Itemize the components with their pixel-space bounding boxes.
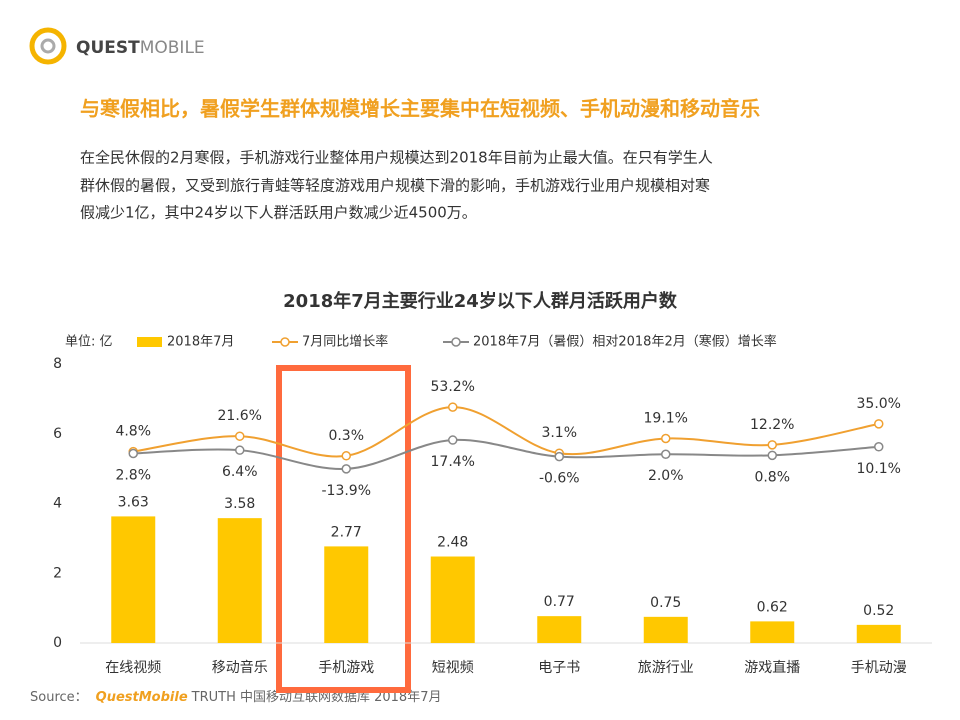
- data-label: 3.1%: [541, 425, 577, 441]
- logo: QUESTMOBILE: [76, 38, 205, 58]
- line-marker: [767, 450, 777, 461]
- y-tick-label: 2: [53, 565, 62, 581]
- bar: [111, 516, 156, 643]
- data-label: -13.9%: [321, 483, 371, 499]
- x-tick-label: 旅游行业: [638, 660, 694, 676]
- paragraph-line: 假减少1亿，其中24岁以下人群活跃用户数减少近4500万。: [80, 204, 477, 222]
- x-tick-label: 游戏直播: [744, 659, 800, 676]
- line: [133, 438, 879, 470]
- data-label: 2.8%: [115, 468, 151, 484]
- data-label: 53.2%: [431, 379, 475, 395]
- data-label: -0.6%: [539, 471, 580, 487]
- line-marker: [341, 451, 351, 461]
- data-label: 0.8%: [754, 469, 790, 485]
- data-label: 3.63: [118, 494, 149, 510]
- line-marker: [874, 442, 884, 452]
- legend-label: 2018年7月（暑假）相对2018年2月（寒假）增长率: [473, 334, 777, 350]
- bar: [324, 546, 369, 643]
- line-marker: [767, 440, 777, 450]
- data-label: 2.0%: [648, 468, 684, 484]
- bar: [750, 621, 795, 643]
- y-tick-label: 8: [53, 356, 62, 372]
- legend-label: 7月同比增长率: [302, 334, 388, 350]
- y-tick-label: 0: [53, 635, 62, 651]
- bar: [643, 616, 688, 643]
- logo-ring: [29, 27, 67, 65]
- legend-marker: [451, 337, 461, 347]
- data-label: 35.0%: [857, 396, 901, 412]
- line-marker: [128, 448, 138, 459]
- headline: 与寒假相比，暑假学生群体规模增长主要集中在短视频、手机动漫和移动音乐: [80, 97, 760, 121]
- data-label: 12.2%: [750, 417, 794, 433]
- line-marker: [448, 402, 458, 412]
- bar: [217, 518, 262, 643]
- legend-label: 2018年7月: [167, 335, 234, 350]
- y-tick-label: 4: [53, 496, 62, 512]
- data-label: 4.8%: [115, 424, 151, 440]
- x-tick-label: 在线视频: [105, 660, 161, 676]
- bar: [430, 556, 475, 643]
- x-tick-label: 手机游戏: [318, 660, 374, 676]
- y-tick-label: 6: [53, 426, 62, 442]
- x-tick-label: 移动音乐: [212, 659, 268, 676]
- line-marker: [661, 449, 671, 459]
- line-marker: [661, 433, 671, 444]
- data-label: 0.75: [650, 595, 681, 611]
- line-marker: [448, 435, 458, 445]
- data-label: 0.3%: [328, 428, 364, 444]
- data-label: 19.1%: [644, 410, 688, 426]
- legend-marker: [280, 337, 290, 347]
- highlight-box: [276, 365, 411, 693]
- data-label: 17.4%: [431, 454, 475, 470]
- source-prefix: Source：: [30, 690, 88, 705]
- logo-dot: [40, 38, 56, 54]
- line-marker: [341, 464, 351, 474]
- bar: [856, 624, 901, 643]
- paragraph-line: 在全民休假的2月寒假，手机游戏行业整体用户规模达到2018年目前为止最大值。在只…: [80, 149, 713, 167]
- data-label: 0.77: [544, 594, 575, 610]
- x-tick-label: 短视频: [432, 660, 474, 676]
- data-label: 21.6%: [218, 408, 262, 424]
- y-axis-label: 单位: 亿: [65, 335, 113, 350]
- paragraph-line: 群休假的暑假，又受到旅行青蛙等轻度游戏用户规模下滑的影响，手机游戏行业用户规模相…: [80, 177, 710, 195]
- data-label: 6.4%: [222, 464, 258, 480]
- x-tick-label: 电子书: [538, 660, 580, 676]
- chart-title: 2018年7月主要行业24岁以下人群月活跃用户数: [283, 290, 678, 312]
- bar: [537, 616, 582, 643]
- x-tick-label: 手机动漫: [851, 660, 907, 676]
- source-brand: QuestMobile: [96, 690, 188, 705]
- logo-light: MOBILE: [140, 38, 205, 58]
- line-marker: [874, 419, 884, 429]
- data-label: 0.52: [863, 603, 894, 619]
- line-marker: [235, 445, 245, 455]
- data-label: 3.58: [224, 496, 255, 512]
- legend-swatch: [137, 337, 162, 347]
- data-label: 10.1%: [857, 461, 901, 477]
- data-label: 2.48: [437, 535, 468, 551]
- logo-bold: QUEST: [76, 38, 140, 58]
- line-marker: [554, 451, 564, 462]
- line-marker: [235, 431, 245, 441]
- data-label: 0.62: [757, 599, 788, 615]
- data-label: 2.77: [331, 524, 362, 540]
- line: [133, 406, 879, 458]
